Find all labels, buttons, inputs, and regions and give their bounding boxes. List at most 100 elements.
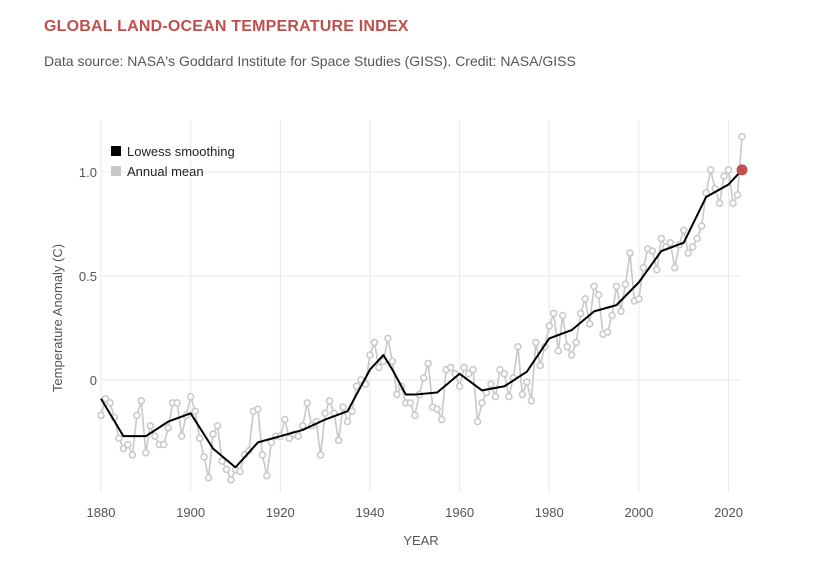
annual-mean-point	[693, 234, 701, 243]
annual-mean-point	[164, 424, 172, 432]
annual-mean-point	[679, 226, 688, 234]
annual-mean-point	[294, 432, 302, 440]
annual-mean-point	[554, 347, 562, 355]
annual-mean-point	[496, 365, 504, 374]
annual-mean-point	[213, 422, 222, 430]
annual-mean-point	[128, 451, 137, 459]
y-axis-ticks: 0 0.5 1.0	[79, 165, 97, 388]
annual-mean-point	[115, 434, 123, 442]
annual-mean-point	[133, 411, 141, 420]
chart-title: GLOBAL LAND-OCEAN TEMPERATURE INDEX	[44, 18, 409, 35]
annual-mean-point	[191, 407, 199, 415]
annual-mean-point	[406, 399, 415, 407]
annual-mean-point	[581, 295, 589, 303]
annual-mean-point	[487, 380, 495, 388]
annual-mean-point	[173, 399, 181, 407]
annual-mean-point	[258, 451, 267, 459]
annual-mean-point	[545, 322, 554, 330]
annual-mean-point	[688, 243, 697, 251]
annual-mean-point	[146, 422, 155, 430]
annual-mean-point	[424, 359, 432, 368]
annual-mean-point	[285, 434, 294, 442]
legend-swatch-lowess	[111, 146, 121, 156]
annual-mean-point	[558, 311, 567, 320]
annual-mean-point	[706, 166, 715, 174]
annual-mean-point	[411, 411, 419, 420]
annual-mean-point	[384, 334, 392, 343]
annual-mean-point	[460, 363, 468, 372]
annual-mean-point	[204, 474, 213, 482]
y-axis-label: Temperature Anomaly (C)	[50, 244, 65, 392]
annual-mean-point	[321, 409, 329, 418]
legend: Lowess smoothing Annual mean	[111, 144, 235, 179]
annual-mean-point	[536, 361, 545, 370]
x-tick-label: 1960	[445, 505, 474, 520]
annual-mean-point	[603, 328, 612, 336]
x-tick-label: 2000	[624, 505, 653, 520]
chart-subtitle: Data source: NASA's Goddard Institute fo…	[44, 53, 576, 69]
annual-mean-point	[119, 444, 128, 453]
latest-point-marker	[736, 164, 748, 176]
annual-mean-point	[316, 451, 325, 459]
x-tick-label: 1900	[176, 505, 205, 520]
annual-mean-point	[343, 417, 352, 426]
annual-mean-point	[518, 390, 527, 399]
annual-mean-point	[549, 309, 558, 318]
annual-mean-point	[469, 365, 477, 374]
annual-mean-point	[124, 440, 132, 449]
annual-mean-point	[697, 222, 706, 230]
grid	[100, 120, 742, 492]
annual-mean-point	[621, 280, 630, 289]
annual-mean-point	[724, 166, 733, 174]
annual-mean-point	[576, 309, 585, 318]
annual-mean-point	[298, 422, 307, 430]
annual-mean-point	[720, 172, 728, 180]
annual-mean-point	[671, 263, 679, 272]
annual-mean-point	[608, 311, 616, 320]
annual-mean-point	[523, 378, 531, 386]
annual-mean-point	[236, 467, 244, 476]
annual-mean-point	[527, 397, 536, 405]
annual-mean-point	[209, 430, 217, 438]
annual-mean-point	[281, 415, 289, 424]
annual-mean-point	[666, 238, 675, 247]
annual-mean-point	[491, 392, 500, 401]
annual-mean-point	[532, 338, 540, 347]
annual-mean-point	[177, 432, 186, 440]
annual-mean-point	[572, 338, 580, 347]
annual-mean-point	[227, 476, 235, 484]
annual-mean-point	[366, 351, 374, 359]
legend-swatch-annual	[111, 166, 121, 176]
annual-mean-point	[97, 411, 105, 420]
annual-mean-point	[594, 290, 603, 299]
y-tick-label: 1.0	[79, 165, 97, 180]
annual-mean-point	[267, 438, 276, 447]
annual-mean-point	[626, 249, 634, 257]
annual-mean-point	[639, 263, 648, 272]
annual-mean-point	[433, 405, 441, 413]
annual-mean-point	[635, 295, 643, 303]
annual-mean-point	[137, 397, 146, 405]
annual-mean-point	[702, 189, 710, 197]
annual-mean-point	[254, 405, 262, 413]
annual-mean-point	[222, 465, 231, 474]
annual-mean-point	[348, 407, 356, 415]
x-tick-label: 1920	[266, 505, 295, 520]
annual-mean-point	[648, 247, 657, 255]
annual-mean-point	[500, 370, 509, 378]
annual-mean-point	[478, 399, 486, 407]
y-tick-label: 0	[90, 373, 97, 388]
annual-mean-point	[446, 363, 455, 372]
annual-mean-point	[151, 432, 159, 440]
y-tick-label: 0.5	[79, 269, 97, 284]
annual-mean-point	[590, 282, 598, 291]
annual-mean-point	[339, 403, 347, 411]
annual-mean-point	[186, 392, 195, 401]
x-axis-ticks: 1880 1900 1920 1940 1960 1980 2000 2020	[87, 505, 743, 520]
annual-mean-point	[437, 415, 446, 424]
x-axis-label: YEAR	[403, 533, 438, 548]
annual-mean-point	[200, 453, 208, 461]
annual-mean-point	[160, 440, 168, 449]
annual-mean-point	[715, 199, 724, 207]
